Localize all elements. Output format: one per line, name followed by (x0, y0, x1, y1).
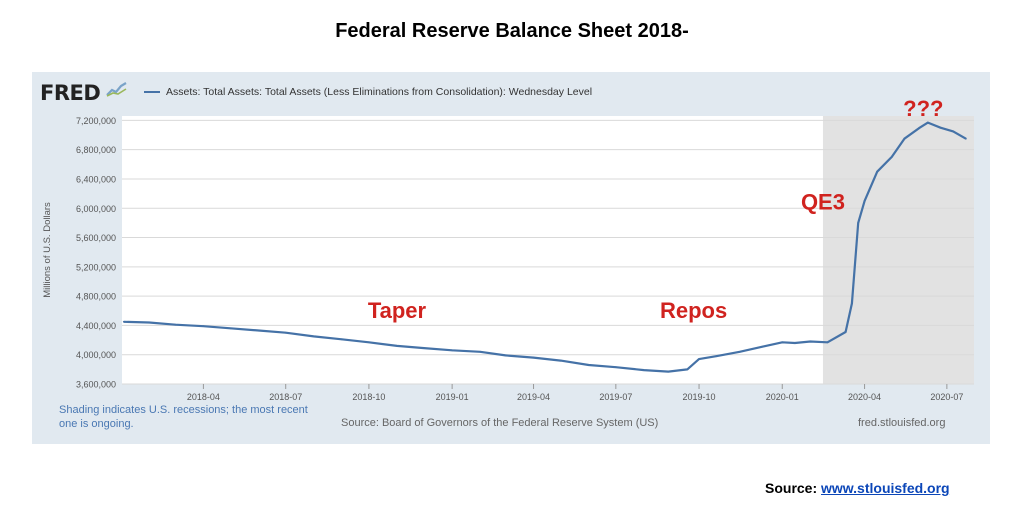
data-point (284, 331, 287, 334)
source-link[interactable]: www.stlouisfed.org (821, 480, 950, 496)
data-point (850, 302, 853, 305)
y-axis-label: Millions of U.S. Dollars (42, 202, 53, 298)
data-point (926, 121, 929, 124)
data-point (504, 354, 507, 357)
y-tick-label: 5,200,000 (76, 262, 116, 272)
line-chart: 3,600,000 4,000,000 4,400,000 4,800,000 5,20… (42, 96, 974, 402)
recession-shading (822, 116, 974, 384)
series-line (123, 121, 967, 373)
data-point (964, 137, 967, 140)
data-point (809, 340, 812, 343)
annotation-label: Taper (368, 298, 427, 323)
data-point (715, 355, 718, 358)
y-tick-label: 6,400,000 (76, 174, 116, 184)
data-point (903, 137, 906, 140)
x-tick-label: 2020-01 (766, 392, 799, 402)
data-point (876, 170, 879, 173)
legend-swatch (144, 91, 160, 93)
data-point (939, 126, 942, 129)
y-tick-label: 6,800,000 (76, 145, 116, 155)
data-point (918, 126, 921, 129)
annotation-label: Repos (660, 298, 727, 323)
data-point (396, 345, 398, 347)
source-note: Source: Board of Governors of the Federa… (341, 417, 659, 429)
data-point (826, 341, 829, 344)
y-tick-label: 3,600,000 (76, 380, 116, 390)
fred-site-link[interactable]: fred.stlouisfed.org (858, 417, 946, 429)
data-point (122, 320, 125, 323)
y-tick-label: 6,000,000 (76, 204, 116, 214)
data-point (229, 327, 232, 330)
data-point (863, 200, 866, 202)
annotation-label: QE3 (801, 190, 845, 215)
data-point (368, 341, 370, 344)
data-point (667, 370, 670, 373)
source-line: Source: www.stlouisfed.org (765, 480, 950, 496)
legend-series-label: Assets: Total Assets: Total Assets (Less… (166, 86, 593, 98)
recession-shading-note: Shading indicates U.S. recessions; the m… (59, 404, 308, 430)
data-point (844, 331, 847, 333)
data-point (312, 335, 315, 338)
data-point (340, 338, 343, 341)
data-point (174, 323, 177, 326)
data-point (587, 364, 590, 366)
x-tick-label: 2019-07 (599, 392, 632, 402)
y-tick-label: 4,400,000 (76, 321, 116, 331)
y-tick-label: 4,000,000 (76, 350, 116, 360)
x-tick-label: 2019-10 (683, 392, 716, 402)
data-point (423, 347, 425, 350)
x-tick-label: 2020-07 (930, 392, 963, 402)
data-point (952, 130, 955, 133)
annotation-label: ??? (903, 96, 943, 121)
x-tick-label: 2019-04 (517, 392, 550, 402)
x-tick-label: 2018-07 (269, 392, 302, 402)
data-point (857, 222, 860, 224)
data-point (532, 356, 535, 359)
data-point (257, 329, 260, 332)
x-tick-label: 2019-01 (436, 392, 469, 402)
data-point (761, 345, 764, 348)
data-point (479, 350, 482, 353)
data-point (642, 369, 645, 371)
data-point (451, 349, 454, 352)
source-label: Source: (765, 480, 818, 496)
data-point (781, 341, 784, 344)
data-point (686, 368, 689, 371)
data-point (738, 350, 741, 353)
x-tick-label: 2018-10 (352, 392, 385, 402)
data-point (890, 156, 893, 158)
chart-line-icon (106, 82, 127, 97)
y-tick-label: 5,600,000 (76, 233, 116, 243)
data-point (559, 359, 562, 362)
y-tick-label: 7,200,000 (76, 116, 116, 126)
x-tick-label: 2020-04 (848, 392, 881, 402)
data-point (614, 366, 617, 369)
page-title: Federal Reserve Balance Sheet 2018- (335, 20, 689, 42)
fred-chart-panel: FRED Assets: Total Assets: Total Assets … (32, 72, 990, 444)
fred-logo[interactable]: FRED (40, 81, 101, 105)
data-point (794, 342, 796, 344)
x-tick-label: 2018-04 (187, 392, 220, 402)
data-point (148, 321, 151, 324)
data-point (698, 358, 700, 361)
chart-legend: Assets: Total Assets: Total Assets (Less… (144, 86, 592, 98)
y-tick-label: 4,800,000 (76, 292, 116, 302)
data-point (202, 325, 205, 328)
